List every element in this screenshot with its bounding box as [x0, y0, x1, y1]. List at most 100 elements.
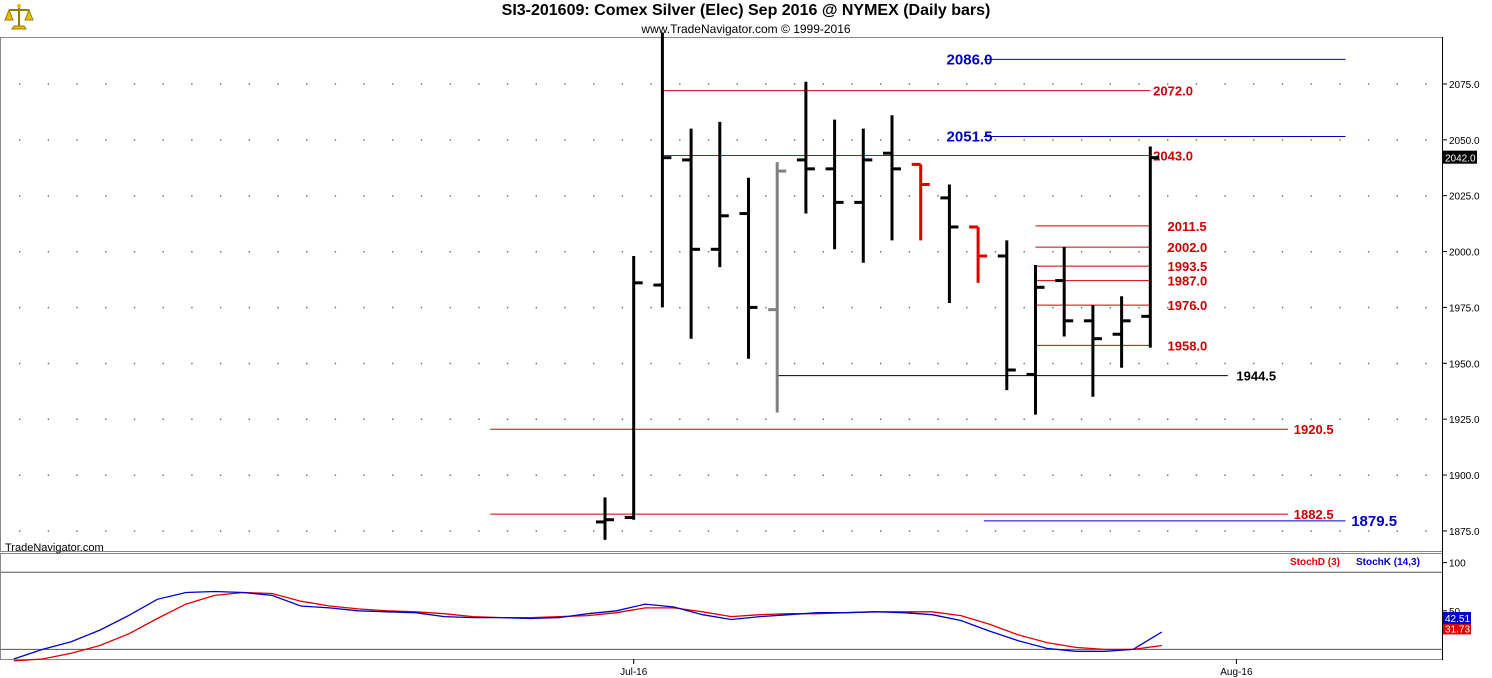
- grid-dot: [1109, 418, 1111, 420]
- grid-dot: [736, 306, 738, 309]
- grid-dot: [1339, 418, 1341, 420]
- grid-dot: [1367, 139, 1370, 141]
- grid-dot: [1281, 306, 1284, 309]
- grid-dot: [1310, 474, 1312, 476]
- y-tick-label: 2050.0: [1449, 136, 1480, 147]
- grid-dot: [679, 474, 681, 476]
- grid-dot: [105, 139, 107, 141]
- stoch-value-label: 31.73: [1445, 624, 1470, 635]
- grid-dot: [420, 418, 423, 420]
- level-label: 1976.0: [1168, 298, 1208, 313]
- y-tick-label: 2000.0: [1449, 248, 1480, 259]
- grid-dot: [334, 251, 337, 253]
- grid-dot: [937, 474, 939, 476]
- grid-dot: [363, 362, 365, 365]
- grid-dot: [707, 530, 710, 532]
- last-price-label: 2042.0: [1445, 154, 1476, 165]
- grid-dot: [133, 139, 136, 141]
- grid-dot: [1281, 251, 1284, 253]
- grid-dot: [765, 362, 767, 365]
- grid-dot: [1080, 83, 1083, 85]
- grid-dot: [1023, 251, 1025, 253]
- grid-dot: [162, 306, 164, 309]
- ohlc-bar: [1055, 247, 1074, 337]
- grid-dot: [564, 306, 566, 309]
- grid-dot: [1281, 195, 1284, 197]
- grid-dot: [219, 139, 222, 141]
- grid-dot: [191, 362, 193, 365]
- grid-dot: [1224, 251, 1226, 253]
- grid-dot: [621, 306, 624, 309]
- grid-dot: [793, 251, 796, 253]
- ohlc-bar: [969, 225, 988, 283]
- grid-dot: [191, 83, 193, 85]
- grid-dot: [593, 251, 595, 253]
- last-price-tag: [1443, 150, 1477, 164]
- grid-dot: [1425, 362, 1427, 365]
- grid-dot: [1138, 251, 1140, 253]
- grid-dot: [1339, 251, 1341, 253]
- grid-dot: [851, 139, 853, 141]
- grid-dot: [506, 418, 509, 420]
- grid-dot: [105, 530, 107, 532]
- grid-dot: [449, 83, 451, 85]
- grid-dot: [1339, 306, 1341, 309]
- grid-dot: [1339, 362, 1341, 365]
- grid-dot: [793, 474, 796, 476]
- grid-dot: [334, 474, 337, 476]
- grid-dot: [1052, 530, 1054, 532]
- grid-dot: [105, 362, 107, 365]
- grid-dot: [1425, 306, 1427, 309]
- grid-dot: [1367, 530, 1370, 532]
- grid-dot: [420, 195, 423, 197]
- grid-dot: [363, 418, 365, 420]
- grid-dot: [1052, 195, 1054, 197]
- grid-dot: [1224, 83, 1226, 85]
- grid-dot: [1023, 306, 1025, 309]
- grid-dot: [966, 530, 968, 532]
- grid-dot: [1052, 306, 1054, 309]
- grid-dot: [162, 418, 164, 420]
- grid-dot: [19, 139, 21, 141]
- grid-dot: [277, 139, 279, 141]
- grid-dot: [506, 195, 509, 197]
- grid-dot: [1195, 530, 1198, 532]
- level-label: 1958.0: [1168, 338, 1208, 353]
- grid-dot: [1425, 195, 1427, 197]
- grid-dot: [1195, 139, 1198, 141]
- ohlc-bar: [1083, 305, 1102, 397]
- grid-dot: [392, 418, 394, 420]
- grid-dot: [679, 530, 681, 532]
- grid-dot: [1253, 530, 1255, 532]
- grid-dot: [650, 474, 652, 476]
- grid-dot: [765, 530, 767, 532]
- grid-dot: [851, 306, 853, 309]
- grid-dot: [162, 83, 164, 85]
- grid-dot: [191, 139, 193, 141]
- grid-dot: [994, 139, 997, 141]
- stoch-value-tag: [1443, 622, 1471, 635]
- grid-dot: [1080, 306, 1083, 309]
- grid-dot: [1310, 139, 1312, 141]
- grid-dot: [306, 362, 308, 365]
- grid-dot: [650, 195, 652, 197]
- grid-dot: [564, 362, 566, 365]
- grid-dot: [1396, 195, 1398, 197]
- grid-dot: [162, 251, 164, 253]
- grid-dot: [334, 418, 337, 420]
- grid-dot: [105, 195, 107, 197]
- grid-dot: [1109, 530, 1111, 532]
- grid-dot: [1109, 195, 1111, 197]
- grid-dot: [966, 139, 968, 141]
- grid-dot: [1367, 306, 1370, 309]
- grid-dot: [133, 418, 136, 420]
- grid-dot: [76, 251, 78, 253]
- grid-dot: [593, 195, 595, 197]
- grid-dot: [506, 306, 509, 309]
- grid-dot: [162, 362, 164, 365]
- grid-dot: [880, 139, 882, 141]
- grid-dot: [535, 195, 537, 197]
- grid-dot: [1138, 195, 1140, 197]
